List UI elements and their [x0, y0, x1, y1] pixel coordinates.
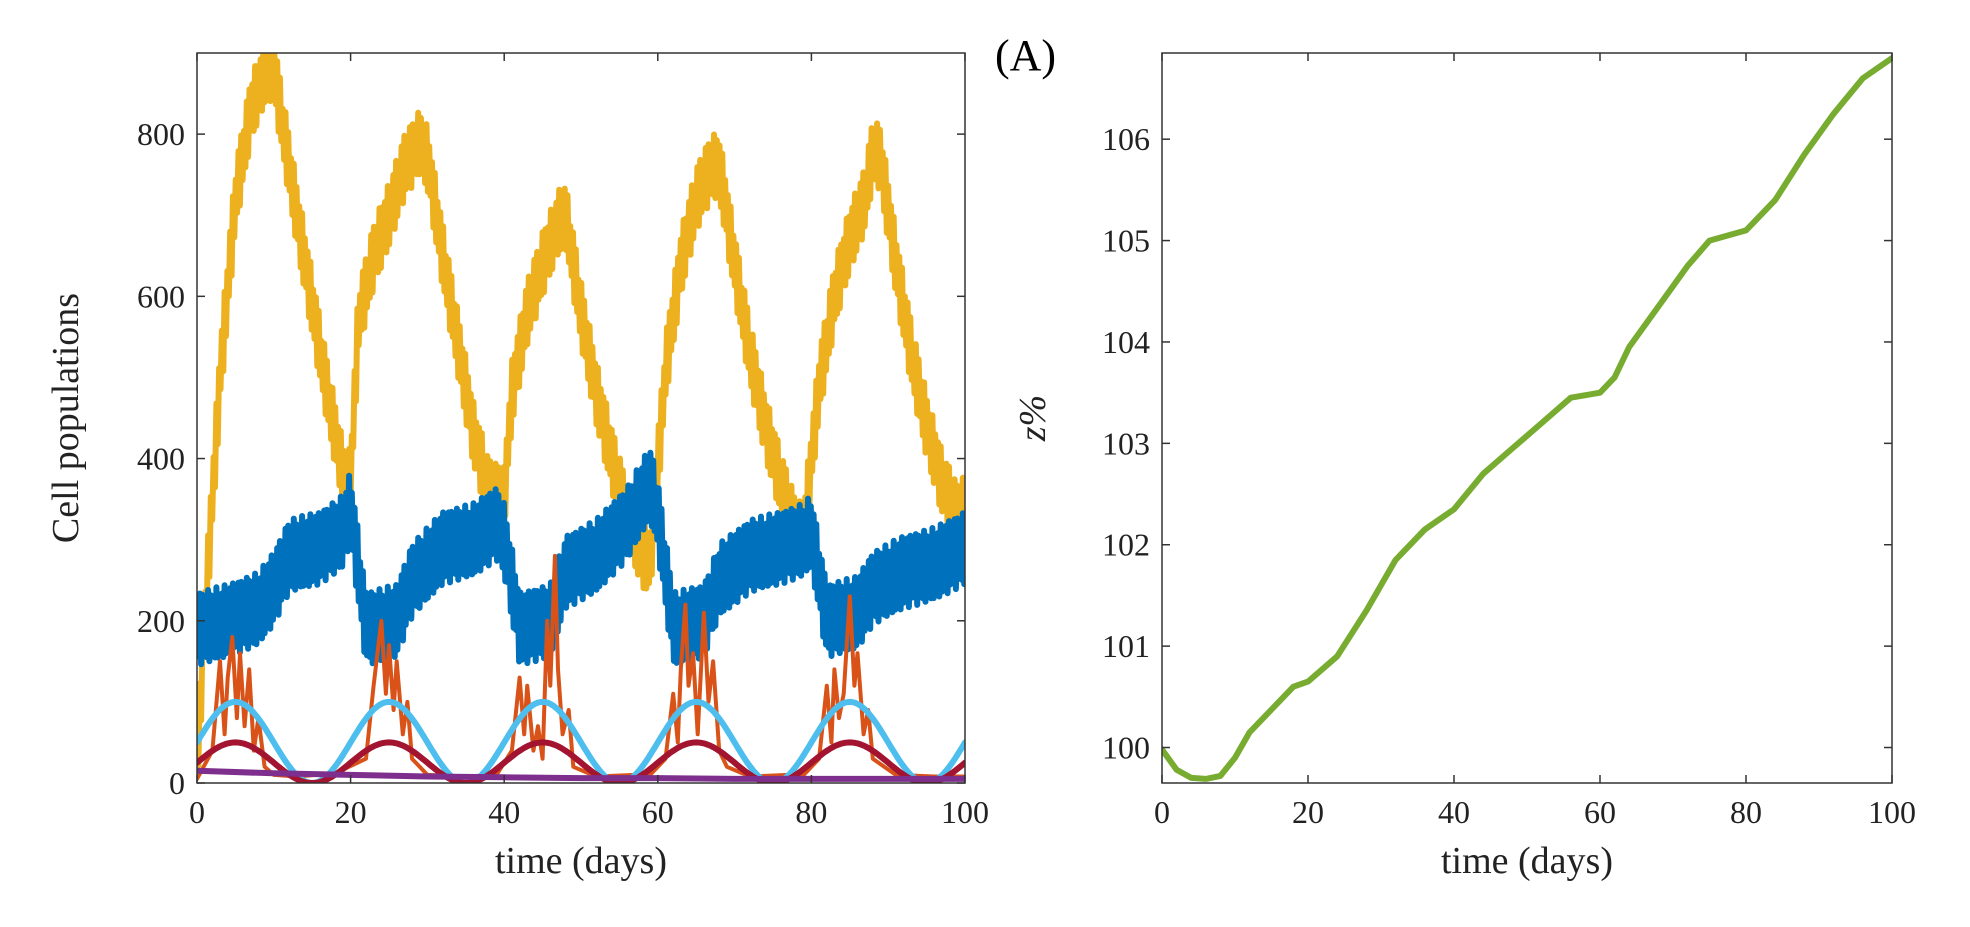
- x-tick-label: 80: [1730, 794, 1762, 830]
- series-line-blue: [197, 449, 965, 668]
- x-axis-label: time (days): [495, 840, 667, 882]
- y-tick-label: 102: [1102, 527, 1150, 563]
- y-tick-label: 105: [1102, 223, 1150, 259]
- x-tick-label: 100: [941, 794, 989, 830]
- y-tick-label: 400: [137, 441, 185, 477]
- y-tick-label: 100: [1102, 730, 1150, 766]
- y-axis-label: z%: [1012, 395, 1054, 442]
- plot-area: [1162, 53, 1892, 783]
- x-tick-label: 60: [1584, 794, 1616, 830]
- series-group: [197, 53, 965, 783]
- chart-z-percent: 0 20 40 60 80 100 100 101 102 103 104 105 106 time (d…: [1012, 52, 1916, 882]
- x-tick-label: 100: [1868, 794, 1916, 830]
- y-tick-label: 103: [1102, 425, 1150, 461]
- y-tick-label: 800: [137, 116, 185, 152]
- y-axis-label: Cell populations: [45, 293, 87, 543]
- x-tick-label: 20: [335, 794, 367, 830]
- axes-box: [1161, 52, 1893, 784]
- series-line-z-percent: [1162, 55, 1892, 782]
- chart-cell-populations: 0 20 40 60 80 100 0 200 400 600 800 time (days) Cell…: [45, 52, 989, 882]
- series-group: [1162, 55, 1892, 782]
- axes-box: [196, 52, 966, 784]
- series-line-purple: [197, 767, 965, 782]
- x-tick-label: 0: [1154, 794, 1170, 830]
- y-tick-label: 106: [1102, 121, 1150, 157]
- plot-area: [197, 53, 965, 783]
- y-tick-label: 101: [1102, 628, 1150, 664]
- x-tick-label: 0: [189, 794, 205, 830]
- x-tick-label: 40: [488, 794, 520, 830]
- series-line-yellow: [197, 53, 965, 769]
- x-tick-label: 20: [1292, 794, 1324, 830]
- x-tick-label: 80: [795, 794, 827, 830]
- x-tick-label: 60: [642, 794, 674, 830]
- x-tick-label: 40: [1438, 794, 1470, 830]
- y-tick-label: 600: [137, 278, 185, 314]
- y-tick-label: 104: [1102, 324, 1150, 360]
- series-line-dark-red: [197, 739, 965, 783]
- y-tick-label: 200: [137, 603, 185, 639]
- x-axis-label: time (days): [1441, 840, 1613, 882]
- y-tick-label: 0: [169, 765, 185, 801]
- panel-label: (A): [995, 31, 1057, 80]
